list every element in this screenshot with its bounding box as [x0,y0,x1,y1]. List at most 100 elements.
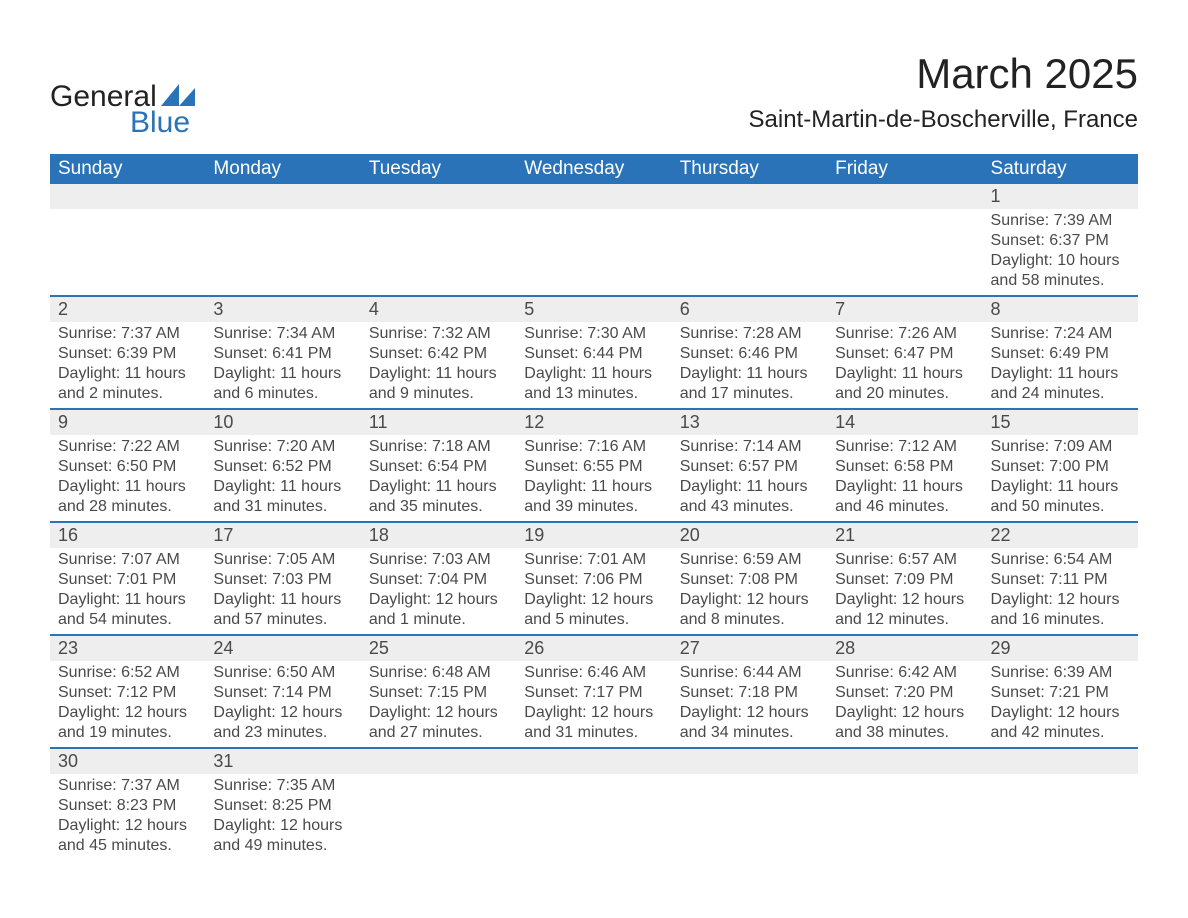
detail-line: and 46 minutes. [835,497,974,517]
day-number-cell: 29 [983,636,1138,661]
day-number-cell: 20 [672,523,827,548]
day-number-cell: 12 [516,410,671,435]
day-details: Sunrise: 7:32 AMSunset: 6:42 PMDaylight:… [361,322,516,408]
detail-line: Sunrise: 7:16 AM [524,437,663,457]
day-number: 14 [827,410,982,435]
detail-line: and 57 minutes. [213,610,352,630]
day-header-thu: Thursday [672,154,827,184]
day-number-cell: 3 [205,297,360,322]
detail-line: Sunrise: 6:57 AM [835,550,974,570]
day-number: 17 [205,523,360,548]
week-daynum-row: 3031 [50,749,1138,774]
detail-line: Sunset: 6:37 PM [991,231,1130,251]
day-details-cell [983,774,1138,860]
detail-line: and 43 minutes. [680,497,819,517]
day-details: Sunrise: 7:30 AMSunset: 6:44 PMDaylight:… [516,322,671,408]
day-number-cell: 4 [361,297,516,322]
day-header-sun: Sunday [50,154,205,184]
day-number: 26 [516,636,671,661]
day-details-cell: Sunrise: 7:16 AMSunset: 6:55 PMDaylight:… [516,435,671,521]
day-details-cell: Sunrise: 7:20 AMSunset: 6:52 PMDaylight:… [205,435,360,521]
day-details: Sunrise: 6:52 AMSunset: 7:12 PMDaylight:… [50,661,205,747]
day-number: 10 [205,410,360,435]
day-number-cell: 10 [205,410,360,435]
day-details: Sunrise: 7:28 AMSunset: 6:46 PMDaylight:… [672,322,827,408]
location-label: Saint-Martin-de-Boscherville, France [749,106,1138,134]
day-details-cell: Sunrise: 6:54 AMSunset: 7:11 PMDaylight:… [983,548,1138,634]
detail-line: Sunset: 6:55 PM [524,457,663,477]
detail-line: Sunrise: 7:35 AM [213,776,352,796]
day-number-empty [361,184,516,209]
detail-line: and 39 minutes. [524,497,663,517]
detail-line: Daylight: 11 hours [58,477,197,497]
detail-line: and 16 minutes. [991,610,1130,630]
day-details: Sunrise: 7:09 AMSunset: 7:00 PMDaylight:… [983,435,1138,521]
day-number-cell [827,184,982,209]
day-number-empty [205,184,360,209]
day-details-cell: Sunrise: 6:39 AMSunset: 7:21 PMDaylight:… [983,661,1138,747]
day-number: 25 [361,636,516,661]
detail-line: and 35 minutes. [369,497,508,517]
detail-line: Sunset: 6:46 PM [680,344,819,364]
detail-line: Sunset: 6:57 PM [680,457,819,477]
detail-line: Sunset: 7:17 PM [524,683,663,703]
day-details: Sunrise: 6:59 AMSunset: 7:08 PMDaylight:… [672,548,827,634]
detail-line: Daylight: 11 hours [213,364,352,384]
detail-line: Sunrise: 7:20 AM [213,437,352,457]
detail-line: Daylight: 12 hours [369,590,508,610]
logo: General Blue [50,50,195,140]
day-header-row: Sunday Monday Tuesday Wednesday Thursday… [50,154,1138,184]
detail-line: Sunrise: 7:09 AM [991,437,1130,457]
detail-line: and 58 minutes. [991,271,1130,291]
day-details: Sunrise: 6:48 AMSunset: 7:15 PMDaylight:… [361,661,516,747]
detail-line: Sunrise: 7:39 AM [991,211,1130,231]
detail-line: and 42 minutes. [991,723,1130,743]
day-number-cell: 13 [672,410,827,435]
week-details-row: Sunrise: 7:37 AMSunset: 8:23 PMDaylight:… [50,774,1138,860]
day-details-cell: Sunrise: 7:30 AMSunset: 6:44 PMDaylight:… [516,322,671,408]
day-details: Sunrise: 7:05 AMSunset: 7:03 PMDaylight:… [205,548,360,634]
detail-line: Sunset: 7:03 PM [213,570,352,590]
day-number-cell: 2 [50,297,205,322]
day-details-cell: Sunrise: 7:37 AMSunset: 6:39 PMDaylight:… [50,322,205,408]
detail-line: Sunset: 6:39 PM [58,344,197,364]
day-number: 3 [205,297,360,322]
day-details: Sunrise: 7:24 AMSunset: 6:49 PMDaylight:… [983,322,1138,408]
detail-line: Sunrise: 6:44 AM [680,663,819,683]
day-number-cell: 26 [516,636,671,661]
day-details-cell [516,209,671,295]
day-number-cell [672,749,827,774]
day-number-cell: 24 [205,636,360,661]
day-number: 2 [50,297,205,322]
day-details: Sunrise: 6:44 AMSunset: 7:18 PMDaylight:… [672,661,827,747]
detail-line: Sunset: 6:44 PM [524,344,663,364]
day-number: 30 [50,749,205,774]
detail-line: Daylight: 11 hours [835,477,974,497]
day-details: Sunrise: 7:16 AMSunset: 6:55 PMDaylight:… [516,435,671,521]
detail-line: Sunrise: 6:46 AM [524,663,663,683]
logo-text-bottom: Blue [130,106,195,140]
detail-line: Sunset: 7:00 PM [991,457,1130,477]
detail-line: Daylight: 12 hours [991,703,1130,723]
detail-line: Sunrise: 7:26 AM [835,324,974,344]
day-details-cell: Sunrise: 6:48 AMSunset: 7:15 PMDaylight:… [361,661,516,747]
detail-line: Sunrise: 7:37 AM [58,324,197,344]
day-number: 20 [672,523,827,548]
day-details-cell: Sunrise: 7:24 AMSunset: 6:49 PMDaylight:… [983,322,1138,408]
detail-line: Daylight: 12 hours [213,816,352,836]
detail-line: Sunrise: 6:50 AM [213,663,352,683]
day-number-cell [516,749,671,774]
detail-line: and 1 minute. [369,610,508,630]
day-number: 1 [983,184,1138,209]
day-details-cell: Sunrise: 7:22 AMSunset: 6:50 PMDaylight:… [50,435,205,521]
detail-line: and 27 minutes. [369,723,508,743]
day-number-cell: 9 [50,410,205,435]
detail-line: Daylight: 11 hours [680,477,819,497]
day-number-empty [516,184,671,209]
day-details-cell: Sunrise: 7:05 AMSunset: 7:03 PMDaylight:… [205,548,360,634]
detail-line: Sunrise: 7:34 AM [213,324,352,344]
detail-line: Daylight: 12 hours [524,590,663,610]
detail-line: Sunset: 6:42 PM [369,344,508,364]
day-number-cell: 19 [516,523,671,548]
day-number: 27 [672,636,827,661]
